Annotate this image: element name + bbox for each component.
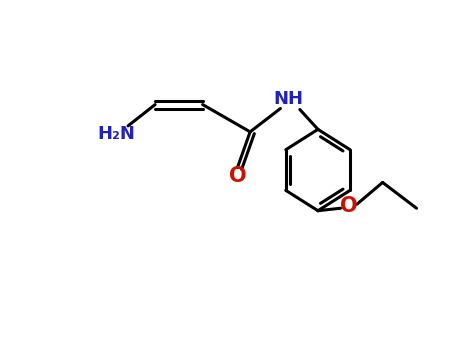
Text: O: O	[340, 196, 358, 216]
Text: O: O	[228, 167, 246, 187]
Text: H₂N: H₂N	[98, 125, 136, 144]
Text: NH: NH	[273, 90, 303, 107]
